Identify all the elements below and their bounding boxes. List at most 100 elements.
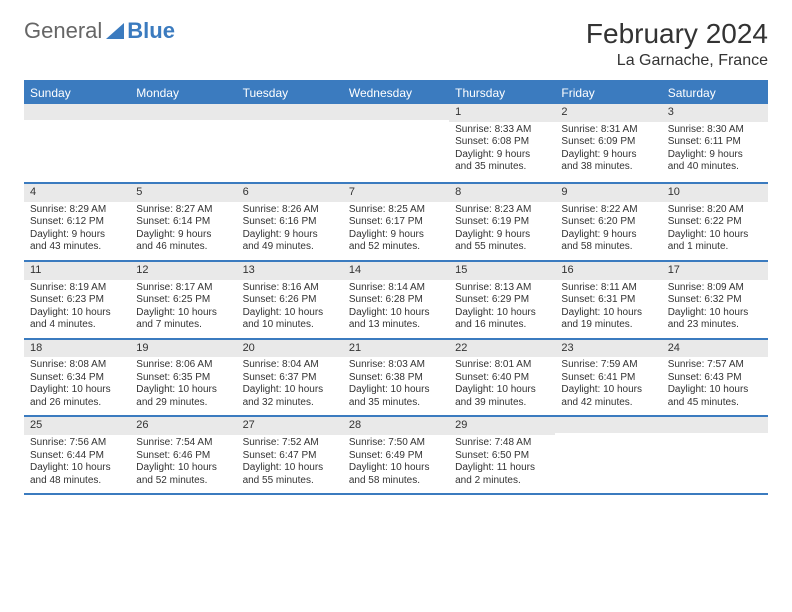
day-body: Sunrise: 8:29 AMSunset: 6:12 PMDaylight:… [24, 202, 130, 260]
sunset-line: Sunset: 6:41 PM [561, 372, 655, 385]
sunrise-line: Sunrise: 8:19 AM [30, 282, 124, 295]
sunrise-line: Sunrise: 7:59 AM [561, 359, 655, 372]
day-body: Sunrise: 8:04 AMSunset: 6:37 PMDaylight:… [237, 357, 343, 415]
day-cell [24, 104, 130, 182]
day-cell: 25Sunrise: 7:56 AMSunset: 6:44 PMDayligh… [24, 417, 130, 493]
col-sunday: Sunday [24, 82, 130, 104]
daylight-line: Daylight: 10 hours and 58 minutes. [349, 462, 443, 487]
daylight-line: Daylight: 9 hours and 40 minutes. [668, 149, 762, 174]
sunset-line: Sunset: 6:25 PM [136, 294, 230, 307]
logo-text-2: Blue [127, 18, 175, 44]
sunset-line: Sunset: 6:37 PM [243, 372, 337, 385]
sunrise-line: Sunrise: 8:22 AM [561, 204, 655, 217]
sunset-line: Sunset: 6:49 PM [349, 450, 443, 463]
sunset-line: Sunset: 6:20 PM [561, 216, 655, 229]
sunrise-line: Sunrise: 7:54 AM [136, 437, 230, 450]
day-body: Sunrise: 8:03 AMSunset: 6:38 PMDaylight:… [343, 357, 449, 415]
location-label: La Garnache, France [586, 52, 768, 70]
sunset-line: Sunset: 6:29 PM [455, 294, 549, 307]
day-number: 19 [130, 340, 236, 358]
week-row: 4Sunrise: 8:29 AMSunset: 6:12 PMDaylight… [24, 184, 768, 262]
day-cell: 9Sunrise: 8:22 AMSunset: 6:20 PMDaylight… [555, 184, 661, 260]
sunrise-line: Sunrise: 8:08 AM [30, 359, 124, 372]
day-body: Sunrise: 8:31 AMSunset: 6:09 PMDaylight:… [555, 122, 661, 180]
day-number: 5 [130, 184, 236, 202]
day-number: 1 [449, 104, 555, 122]
day-number: 25 [24, 417, 130, 435]
sunrise-line: Sunrise: 8:04 AM [243, 359, 337, 372]
day-number: 3 [662, 104, 768, 122]
weeks-container: 1Sunrise: 8:33 AMSunset: 6:08 PMDaylight… [24, 104, 768, 495]
daylight-line: Daylight: 9 hours and 52 minutes. [349, 229, 443, 254]
day-body: Sunrise: 8:16 AMSunset: 6:26 PMDaylight:… [237, 280, 343, 338]
day-number: 8 [449, 184, 555, 202]
day-number: 23 [555, 340, 661, 358]
day-cell: 28Sunrise: 7:50 AMSunset: 6:49 PMDayligh… [343, 417, 449, 493]
daylight-line: Daylight: 9 hours and 55 minutes. [455, 229, 549, 254]
day-number: 12 [130, 262, 236, 280]
day-body [24, 120, 130, 128]
day-body: Sunrise: 8:27 AMSunset: 6:14 PMDaylight:… [130, 202, 236, 260]
col-thursday: Thursday [449, 82, 555, 104]
day-cell: 4Sunrise: 8:29 AMSunset: 6:12 PMDaylight… [24, 184, 130, 260]
day-number: 15 [449, 262, 555, 280]
day-number: 4 [24, 184, 130, 202]
sunrise-line: Sunrise: 8:29 AM [30, 204, 124, 217]
sunset-line: Sunset: 6:11 PM [668, 136, 762, 149]
daylight-line: Daylight: 9 hours and 46 minutes. [136, 229, 230, 254]
daylight-line: Daylight: 10 hours and 23 minutes. [668, 307, 762, 332]
sunrise-line: Sunrise: 8:26 AM [243, 204, 337, 217]
week-row: 1Sunrise: 8:33 AMSunset: 6:08 PMDaylight… [24, 104, 768, 184]
col-saturday: Saturday [662, 82, 768, 104]
day-cell: 11Sunrise: 8:19 AMSunset: 6:23 PMDayligh… [24, 262, 130, 338]
day-cell: 12Sunrise: 8:17 AMSunset: 6:25 PMDayligh… [130, 262, 236, 338]
daylight-line: Daylight: 10 hours and 4 minutes. [30, 307, 124, 332]
sunrise-line: Sunrise: 8:31 AM [561, 124, 655, 137]
week-row: 11Sunrise: 8:19 AMSunset: 6:23 PMDayligh… [24, 262, 768, 340]
col-monday: Monday [130, 82, 236, 104]
day-body [237, 120, 343, 128]
sunset-line: Sunset: 6:50 PM [455, 450, 549, 463]
weekday-header: Sunday Monday Tuesday Wednesday Thursday… [24, 82, 768, 104]
sunset-line: Sunset: 6:38 PM [349, 372, 443, 385]
sunset-line: Sunset: 6:17 PM [349, 216, 443, 229]
daylight-line: Daylight: 10 hours and 13 minutes. [349, 307, 443, 332]
day-body [662, 433, 768, 441]
day-cell: 18Sunrise: 8:08 AMSunset: 6:34 PMDayligh… [24, 340, 130, 416]
day-number: 20 [237, 340, 343, 358]
sunrise-line: Sunrise: 8:13 AM [455, 282, 549, 295]
daylight-line: Daylight: 10 hours and 52 minutes. [136, 462, 230, 487]
day-number [24, 104, 130, 120]
day-body: Sunrise: 7:52 AMSunset: 6:47 PMDaylight:… [237, 435, 343, 493]
day-number: 16 [555, 262, 661, 280]
logo-text-1: General [24, 18, 102, 44]
daylight-line: Daylight: 9 hours and 43 minutes. [30, 229, 124, 254]
day-cell: 2Sunrise: 8:31 AMSunset: 6:09 PMDaylight… [555, 104, 661, 182]
sunset-line: Sunset: 6:35 PM [136, 372, 230, 385]
day-body: Sunrise: 8:26 AMSunset: 6:16 PMDaylight:… [237, 202, 343, 260]
day-number: 26 [130, 417, 236, 435]
sunset-line: Sunset: 6:31 PM [561, 294, 655, 307]
day-body: Sunrise: 8:17 AMSunset: 6:25 PMDaylight:… [130, 280, 236, 338]
week-row: 25Sunrise: 7:56 AMSunset: 6:44 PMDayligh… [24, 417, 768, 495]
day-cell: 19Sunrise: 8:06 AMSunset: 6:35 PMDayligh… [130, 340, 236, 416]
daylight-line: Daylight: 9 hours and 49 minutes. [243, 229, 337, 254]
day-cell [555, 417, 661, 493]
day-cell: 5Sunrise: 8:27 AMSunset: 6:14 PMDaylight… [130, 184, 236, 260]
sunset-line: Sunset: 6:09 PM [561, 136, 655, 149]
day-body: Sunrise: 8:20 AMSunset: 6:22 PMDaylight:… [662, 202, 768, 260]
day-cell: 7Sunrise: 8:25 AMSunset: 6:17 PMDaylight… [343, 184, 449, 260]
sunrise-line: Sunrise: 8:25 AM [349, 204, 443, 217]
sunset-line: Sunset: 6:19 PM [455, 216, 549, 229]
sunset-line: Sunset: 6:26 PM [243, 294, 337, 307]
day-number: 14 [343, 262, 449, 280]
day-body: Sunrise: 7:57 AMSunset: 6:43 PMDaylight:… [662, 357, 768, 415]
day-body: Sunrise: 8:23 AMSunset: 6:19 PMDaylight:… [449, 202, 555, 260]
day-body: Sunrise: 8:33 AMSunset: 6:08 PMDaylight:… [449, 122, 555, 180]
day-body: Sunrise: 8:22 AMSunset: 6:20 PMDaylight:… [555, 202, 661, 260]
day-body [130, 120, 236, 128]
calendar: Sunday Monday Tuesday Wednesday Thursday… [24, 80, 768, 495]
daylight-line: Daylight: 9 hours and 35 minutes. [455, 149, 549, 174]
day-cell: 6Sunrise: 8:26 AMSunset: 6:16 PMDaylight… [237, 184, 343, 260]
day-cell: 8Sunrise: 8:23 AMSunset: 6:19 PMDaylight… [449, 184, 555, 260]
